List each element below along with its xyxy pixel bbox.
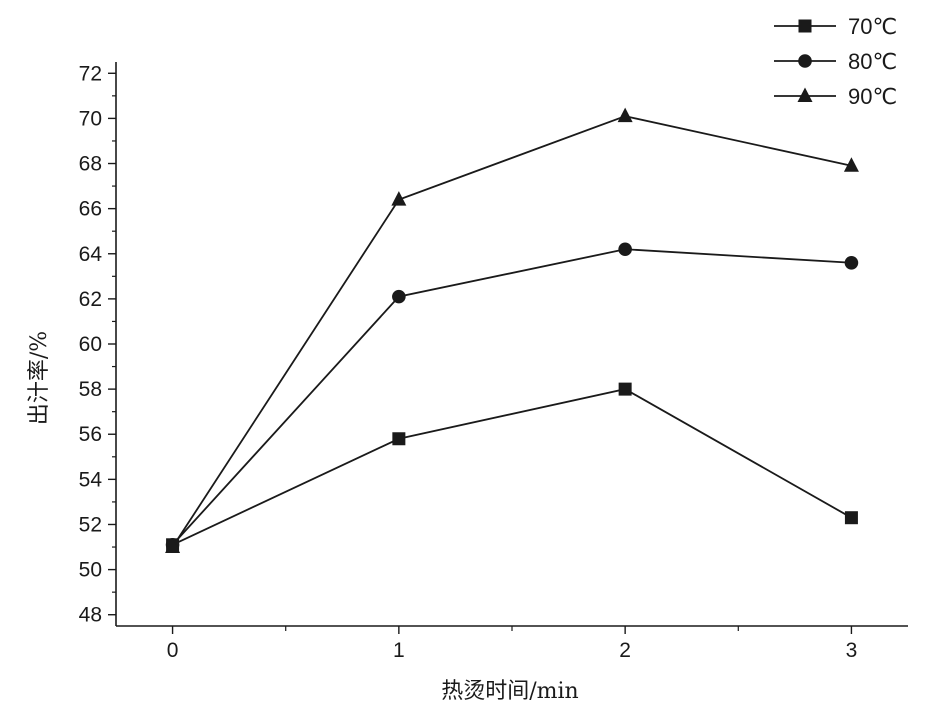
series-line bbox=[172, 388, 852, 546]
series-3 bbox=[165, 107, 859, 554]
legend-label: 70℃ bbox=[848, 14, 897, 39]
legend-entry: 70℃ bbox=[774, 14, 897, 39]
x-tick-label: 3 bbox=[846, 639, 858, 662]
series-1 bbox=[166, 382, 858, 552]
legend-entry: 80℃ bbox=[774, 49, 897, 74]
y-tick-label: 58 bbox=[79, 378, 102, 401]
y-tick-label: 66 bbox=[79, 198, 102, 221]
data-point bbox=[392, 432, 406, 446]
legend-marker bbox=[798, 54, 812, 68]
series-line bbox=[171, 248, 852, 546]
series-layer bbox=[165, 107, 859, 554]
x-axis-title: 热烫时间/min bbox=[441, 679, 578, 704]
y-tick-label: 60 bbox=[79, 333, 102, 356]
data-point bbox=[844, 255, 859, 270]
data-point bbox=[391, 191, 407, 206]
y-tick-label: 72 bbox=[79, 62, 102, 85]
legend: 70℃ 80℃ 90℃ bbox=[774, 14, 897, 109]
y-tick-label: 56 bbox=[79, 423, 102, 446]
x-tick-label: 0 bbox=[167, 639, 179, 662]
y-tick-label: 62 bbox=[79, 288, 102, 311]
x-tick-label: 1 bbox=[393, 639, 405, 662]
y-tick-label: 54 bbox=[79, 468, 103, 491]
legend-label: 80℃ bbox=[848, 49, 897, 74]
y-tick-label: 52 bbox=[79, 513, 102, 536]
y-tick-label: 48 bbox=[79, 604, 102, 627]
legend-entry: 90℃ bbox=[774, 84, 897, 109]
data-point bbox=[843, 157, 859, 172]
legend-marker bbox=[798, 19, 812, 33]
x-tick-label: 2 bbox=[619, 639, 631, 662]
y-tick-label: 70 bbox=[79, 107, 102, 130]
y-tick-label: 50 bbox=[79, 559, 102, 582]
series-line bbox=[171, 115, 852, 548]
legend-marker bbox=[797, 87, 813, 102]
data-point bbox=[617, 107, 633, 123]
y-tick-label: 64 bbox=[79, 243, 103, 266]
data-point bbox=[618, 242, 632, 257]
legend-label: 90℃ bbox=[848, 84, 897, 109]
axes: 48 50 52 54 56 58 60 62 64 66 68 70 72 0 1 2 3 bbox=[79, 62, 908, 662]
data-point bbox=[392, 289, 406, 304]
y-tick-label: 68 bbox=[79, 153, 102, 176]
data-point bbox=[618, 382, 632, 396]
y-axis-title: 出汁率/% bbox=[27, 331, 52, 425]
data-point bbox=[165, 538, 181, 554]
data-point bbox=[844, 511, 858, 525]
